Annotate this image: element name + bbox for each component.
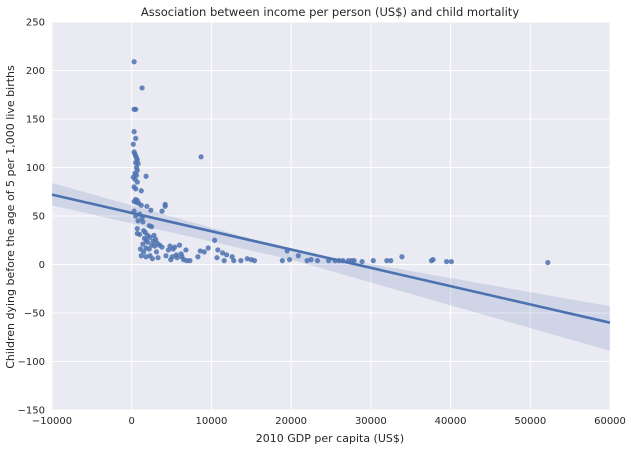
- data-point: [131, 59, 137, 65]
- data-point: [145, 239, 151, 245]
- data-point: [131, 129, 137, 135]
- data-point: [370, 258, 376, 264]
- data-point: [144, 203, 150, 209]
- y-tick-label: 50: [32, 212, 45, 223]
- data-point: [159, 208, 165, 214]
- data-point: [238, 258, 244, 264]
- data-point: [308, 257, 314, 263]
- data-point: [286, 257, 293, 263]
- confidence-band-area: [52, 183, 610, 351]
- data-point: [184, 258, 190, 264]
- data-point: [140, 219, 146, 225]
- y-tick-labels: −150 −100 −50 0 50 100 150 200 250: [18, 18, 45, 417]
- y-tick-label: −100: [18, 357, 45, 368]
- data-point: [174, 255, 180, 261]
- data-point: [133, 186, 139, 192]
- y-tick-label: 100: [26, 163, 45, 174]
- y-axis-label: Children dying before the age of 5 per 1…: [4, 65, 17, 369]
- data-point: [219, 250, 226, 256]
- x-tick-label: 50000: [514, 416, 546, 427]
- data-point: [165, 247, 171, 253]
- y-tick-label: −50: [24, 309, 45, 320]
- data-point: [231, 258, 237, 264]
- data-point: [198, 154, 204, 160]
- data-point: [153, 249, 160, 255]
- x-tick-label: −10000: [32, 416, 72, 427]
- data-point: [148, 207, 154, 213]
- data-point: [138, 253, 144, 259]
- data-point: [195, 254, 201, 260]
- data-point: [143, 173, 149, 179]
- data-point: [201, 249, 207, 255]
- data-point: [197, 248, 203, 254]
- data-point: [149, 256, 156, 262]
- x-tick-label: 60000: [594, 416, 626, 427]
- data-point: [384, 258, 390, 264]
- data-point: [244, 256, 250, 262]
- regression-line: [51, 193, 611, 324]
- data-point: [155, 255, 161, 261]
- data-point: [143, 254, 149, 260]
- data-point: [183, 247, 189, 253]
- data-point: [152, 243, 158, 249]
- y-tick-label: 150: [26, 115, 45, 126]
- data-point: [295, 253, 301, 259]
- data-point: [134, 179, 140, 185]
- data-point: [314, 258, 321, 264]
- data-point: [399, 254, 405, 260]
- data-point: [141, 249, 147, 255]
- confidence-band: [52, 183, 610, 351]
- data-point: [146, 246, 152, 252]
- data-point: [133, 106, 139, 112]
- data-point: [130, 141, 136, 147]
- data-point: [138, 202, 144, 208]
- data-point: [223, 252, 230, 258]
- y-tick-label: 250: [26, 18, 45, 29]
- regression-line-group: [51, 193, 611, 324]
- data-point: [138, 188, 144, 194]
- data-point: [215, 247, 221, 253]
- x-tick-labels: −10000 0 10000 20000 30000 40000 50000 60000: [32, 416, 626, 427]
- data-point: [168, 257, 174, 263]
- data-point: [251, 258, 258, 264]
- data-point: [545, 259, 551, 266]
- data-point: [137, 231, 143, 238]
- x-tick-label: 0: [129, 416, 135, 427]
- scatter-points: [130, 59, 551, 266]
- data-point: [147, 234, 153, 240]
- x-tick-label: 10000: [196, 416, 228, 427]
- x-tick-label: 30000: [355, 416, 387, 427]
- data-point: [448, 258, 454, 265]
- x-axis-label: 2010 GDP per capita (US$): [256, 432, 404, 445]
- data-point: [205, 245, 211, 251]
- data-point: [134, 226, 140, 232]
- data-point: [133, 135, 139, 141]
- data-point: [359, 258, 365, 265]
- y-tick-label: −150: [18, 406, 45, 417]
- data-point: [430, 257, 436, 263]
- data-point: [443, 258, 450, 265]
- data-point: [170, 246, 176, 252]
- grid-lines: [51, 21, 611, 411]
- data-point: [163, 253, 169, 259]
- data-point: [214, 255, 220, 261]
- y-tick-label: 0: [39, 260, 45, 271]
- data-point: [279, 258, 285, 264]
- data-point: [149, 224, 155, 230]
- x-tick-label: 40000: [435, 416, 467, 427]
- data-point: [140, 241, 146, 247]
- data-point: [304, 258, 310, 264]
- data-point: [162, 203, 168, 209]
- data-point: [212, 237, 218, 243]
- y-tick-label: 200: [26, 66, 45, 77]
- data-point: [176, 242, 183, 248]
- x-tick-label: 20000: [275, 416, 307, 427]
- data-point: [139, 85, 145, 91]
- data-point: [388, 258, 394, 264]
- data-point: [221, 258, 227, 264]
- chart-title: Association between income per person (U…: [141, 5, 519, 19]
- data-point: [135, 218, 141, 224]
- data-point: [159, 244, 165, 250]
